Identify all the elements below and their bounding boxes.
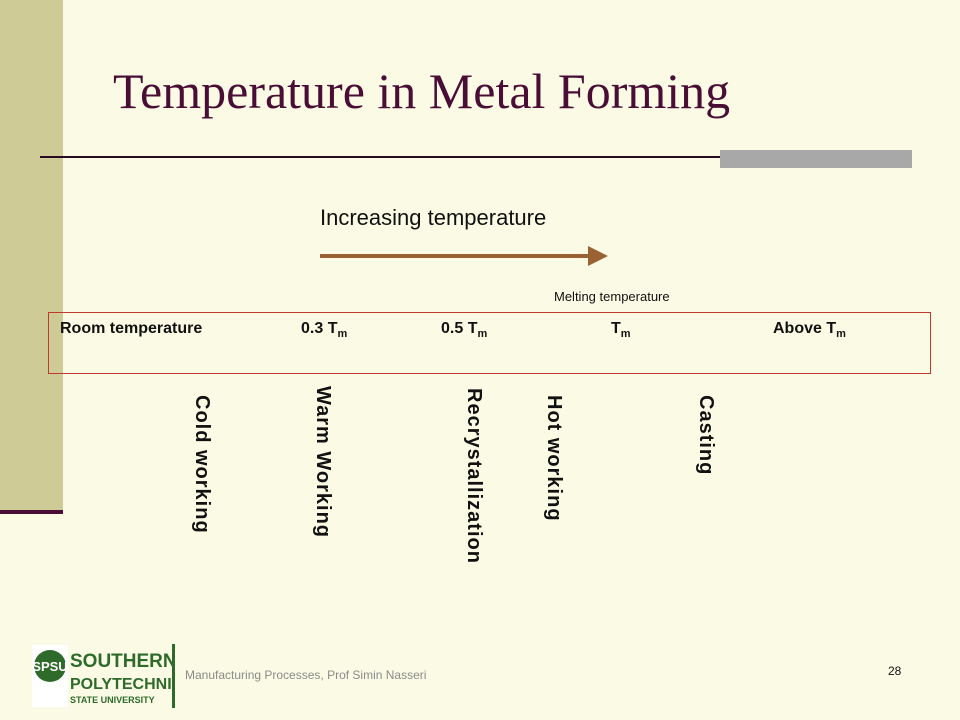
process-warm-working: Warm Working	[312, 386, 334, 539]
process-casting: Casting	[695, 395, 717, 476]
page-number: 28	[888, 664, 902, 678]
title-underline-accent	[720, 150, 912, 168]
logo-divider	[172, 644, 175, 708]
logo-line-3: STATE UNIVERSITY	[70, 695, 155, 705]
tick-tm: Tm	[611, 320, 631, 341]
increasing-temperature-label: Increasing temperature	[320, 205, 547, 230]
left-accent-bar-foot	[0, 510, 63, 514]
tick-0-3-tm: 0.3 Tm	[301, 320, 348, 341]
melting-temperature-label: Melting temperature	[554, 289, 670, 304]
increasing-temperature-arrow	[320, 246, 608, 266]
footer-text: Manufacturing Processes, Prof Simin Nass…	[185, 668, 427, 682]
logo-line-1: SOUTHERN	[70, 651, 172, 672]
slide-title: Temperature in Metal Forming	[113, 63, 731, 119]
process-hot-working: Hot working	[543, 395, 565, 522]
temperature-scale-box	[48, 312, 931, 374]
spsu-logo: SPSU SOUTHERN POLYTECHNIC STATE UNIVERSI…	[32, 645, 172, 707]
logo-badge-text: SPSU	[32, 659, 67, 674]
logo-badge-icon	[34, 650, 66, 682]
process-recrystallization: Recrystallization	[463, 388, 485, 564]
tick-room-temperature: Room temperature	[60, 320, 203, 337]
logo-line-2: POLYTECHNIC	[70, 676, 172, 693]
tick-0-5-tm: 0.5 Tm	[441, 320, 488, 341]
tick-above-tm: Above Tm	[773, 320, 846, 341]
left-accent-bar	[0, 0, 63, 512]
title-underline	[40, 156, 912, 158]
process-cold-working: Cold working	[191, 395, 213, 534]
